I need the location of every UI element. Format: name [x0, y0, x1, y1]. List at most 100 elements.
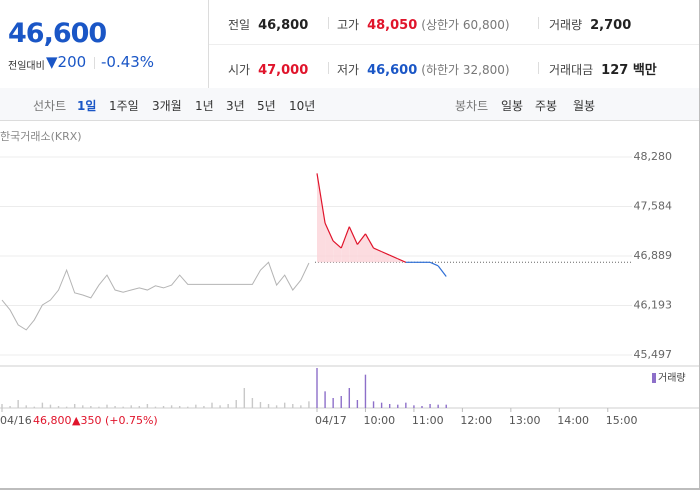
price-line [364, 233, 375, 249]
change: ▼200 [46, 53, 87, 71]
volume-bar [251, 398, 254, 408]
period-tab[interactable]: 1주일 [109, 99, 139, 113]
x-tick-label: 15:00 [606, 414, 638, 427]
volume-bar [178, 406, 181, 408]
period-tab[interactable]: 5년 [257, 99, 276, 113]
volume-bar [162, 406, 165, 408]
x-tick-label: 10:00 [363, 414, 395, 427]
period-tab[interactable]: 1일 [77, 99, 97, 113]
row-divider [209, 44, 699, 45]
volume-bar [187, 406, 189, 408]
volume-bar [437, 404, 439, 408]
volume-bar [73, 404, 76, 408]
period-tab[interactable]: 월봉 [573, 99, 596, 113]
note: (상한가 60,800) [421, 18, 510, 32]
volume-bar [413, 405, 415, 408]
up-area [373, 248, 382, 263]
label: 전일 [228, 18, 251, 32]
volume-bar [243, 388, 246, 408]
volume-bar [138, 406, 141, 408]
price-line [437, 265, 447, 277]
volume-bar [316, 368, 318, 408]
volume-bar [57, 406, 60, 408]
base-change: ▲350 (+0.75%) [72, 414, 158, 427]
volume-bar [122, 406, 124, 408]
volume-bar [154, 406, 157, 408]
note: (하한가 32,800) [421, 63, 510, 77]
summary-cell: 시가 47,000 [228, 59, 308, 78]
separator [328, 62, 329, 74]
period-tab[interactable]: 3년 [226, 99, 245, 113]
volume-bar [195, 404, 197, 408]
label: 저가 [337, 63, 360, 77]
volume-bar [33, 406, 36, 408]
volume-bar [259, 402, 262, 408]
volume-bar [324, 391, 326, 408]
volume-bar [405, 402, 407, 408]
period-tab[interactable]: 3개월 [152, 99, 182, 113]
y-tick-label: 47,584 [634, 200, 673, 213]
price-box: 46,600 전일대비 ▼200 -0.43% [0, 0, 209, 88]
x-tick-label: 11:00 [412, 414, 444, 427]
volume-bar [348, 388, 351, 408]
value: 47,000 [258, 63, 309, 78]
price-chart: 한국거래소(KRX) 46,800 ▲350 (+0.75%) 45,497 46… [0, 130, 699, 427]
up-area [325, 223, 334, 263]
up-area [341, 226, 350, 263]
summary-cell: 거래량 2,700 [549, 14, 631, 33]
summary-cell: 전일 46,800 [228, 14, 308, 33]
volume-bar [445, 404, 447, 408]
up-area [365, 233, 374, 263]
separator [538, 62, 539, 74]
price-line [324, 222, 334, 242]
x-tick-label: 04/17 [315, 414, 347, 427]
x-tick-label: 13:00 [509, 414, 541, 427]
volume-bar [82, 405, 84, 408]
volume-bar [292, 404, 294, 408]
price-line [397, 258, 407, 263]
volume-bar [98, 406, 100, 408]
price-line [340, 226, 350, 249]
x-tick-label: 12:00 [460, 414, 492, 427]
volume-bar [106, 404, 108, 408]
y-tick-label: 46,889 [634, 249, 673, 262]
price-line [429, 261, 439, 267]
period-tab[interactable]: 주봉 [535, 99, 558, 113]
volume-bar [340, 396, 342, 408]
price-line [381, 251, 390, 256]
volume-bar [380, 402, 383, 408]
summary-cell: 거래대금 127 백만 [549, 59, 657, 78]
header: 46,600 전일대비 ▼200 -0.43% 전일 46,800 고가 48,05… [0, 0, 699, 89]
price-line [348, 226, 358, 245]
period-tab[interactable]: 10년 [289, 99, 316, 113]
label: 거래량 [549, 18, 583, 32]
x-tick-label: 04/16 [0, 414, 32, 427]
source: 한국거래소(KRX) [0, 130, 82, 143]
up-area [349, 226, 358, 263]
period-tabs: 선차트 1일 1주일 3개월 1년 3년 5년 10년 봉차트 일봉 주봉 월봉 [0, 88, 699, 121]
label: 거래대금 [549, 63, 594, 77]
volume-bar [388, 404, 391, 408]
volume-bar [421, 406, 423, 408]
value: 46,600 [367, 63, 418, 78]
current-price: 46,600 [8, 18, 107, 49]
volume-bar [283, 402, 286, 408]
volume-bar [65, 406, 68, 408]
volume-bar [90, 406, 92, 408]
volume-bar [1, 404, 3, 408]
y-tick-label: 48,280 [634, 150, 673, 163]
volume-bar [211, 402, 213, 408]
volume-bar [372, 401, 375, 408]
base-label: 46,800 [33, 414, 72, 427]
legend-label: 거래량 [658, 372, 686, 384]
x-tick-label: 14:00 [557, 414, 589, 427]
period-tab[interactable]: 1년 [195, 99, 214, 113]
price-line [332, 240, 342, 249]
volume-bar [114, 406, 116, 408]
volume-bar [146, 404, 149, 408]
price-line [1, 261, 310, 331]
period-tab[interactable]: 일봉 [501, 99, 524, 113]
value: 46,800 [258, 18, 309, 33]
up-area [381, 251, 390, 263]
